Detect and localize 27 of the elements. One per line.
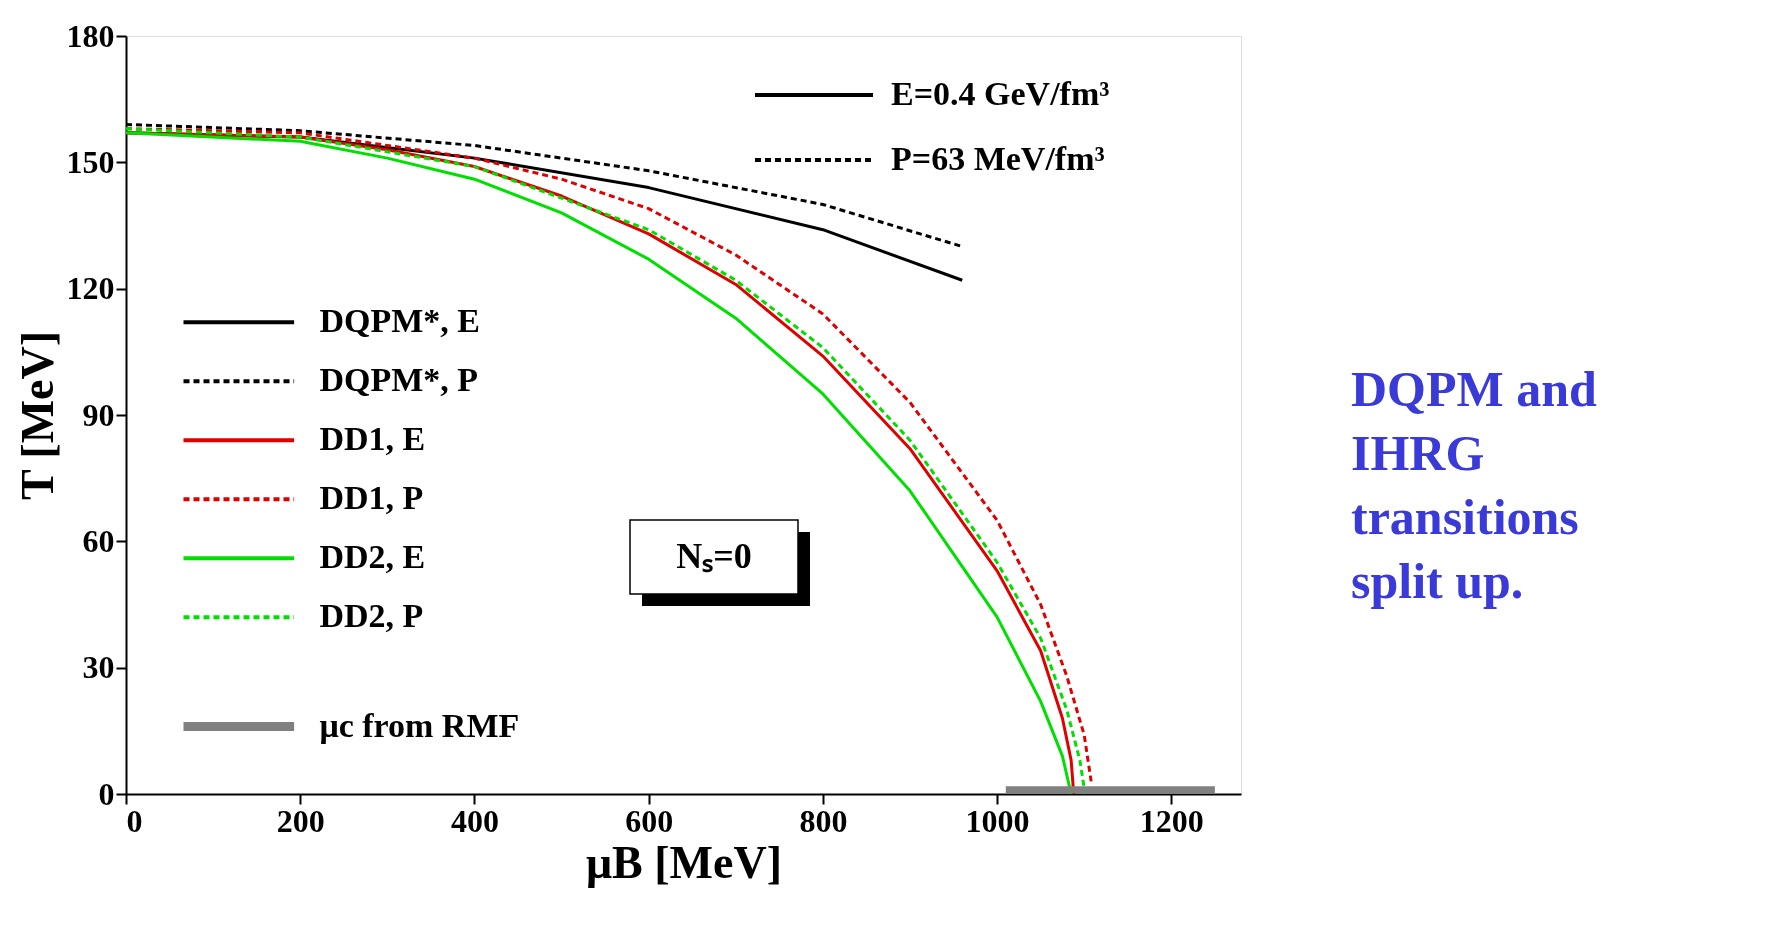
x-tick-label: 1200 xyxy=(1139,802,1204,839)
text: DQPM and IHRG transitions split up. xyxy=(1351,361,1598,609)
x-tick-label: 200 xyxy=(276,802,325,839)
x-axis-title: μB [MeV] xyxy=(586,836,782,888)
annotation: P=63 MeV/fm³ xyxy=(891,140,1105,177)
x-tick-label: 400 xyxy=(450,802,499,839)
y-tick-label: 150 xyxy=(66,143,115,180)
legend-label: DD1, E xyxy=(319,420,426,458)
legend-label: μc from RMF xyxy=(319,706,520,744)
x-tick-label: 600 xyxy=(625,802,674,839)
y-tick-label: 90 xyxy=(82,396,115,433)
annotation: E=0.4 GeV/fm³ xyxy=(891,75,1110,112)
y-tick-label: 120 xyxy=(66,270,115,307)
legend-label: DD2, E xyxy=(319,538,426,576)
annotation: Nₛ=0 xyxy=(676,536,752,576)
y-axis-title: T [MeV] xyxy=(11,330,63,501)
y-tick-label: 30 xyxy=(82,649,115,686)
y-tick-label: 180 xyxy=(66,17,115,54)
x-tick-label: 800 xyxy=(799,802,848,839)
legend-label: DQPM*, P xyxy=(319,361,479,399)
y-tick-label: 0 xyxy=(98,775,115,812)
x-tick-label: 1000 xyxy=(965,802,1030,839)
y-tick-label: 60 xyxy=(82,522,115,559)
legend-label: DD1, P xyxy=(319,479,424,517)
legend-label: DD2, P xyxy=(319,597,424,635)
x-tick-label: 0 xyxy=(126,802,143,839)
legend-label: DQPM*, E xyxy=(319,302,480,340)
